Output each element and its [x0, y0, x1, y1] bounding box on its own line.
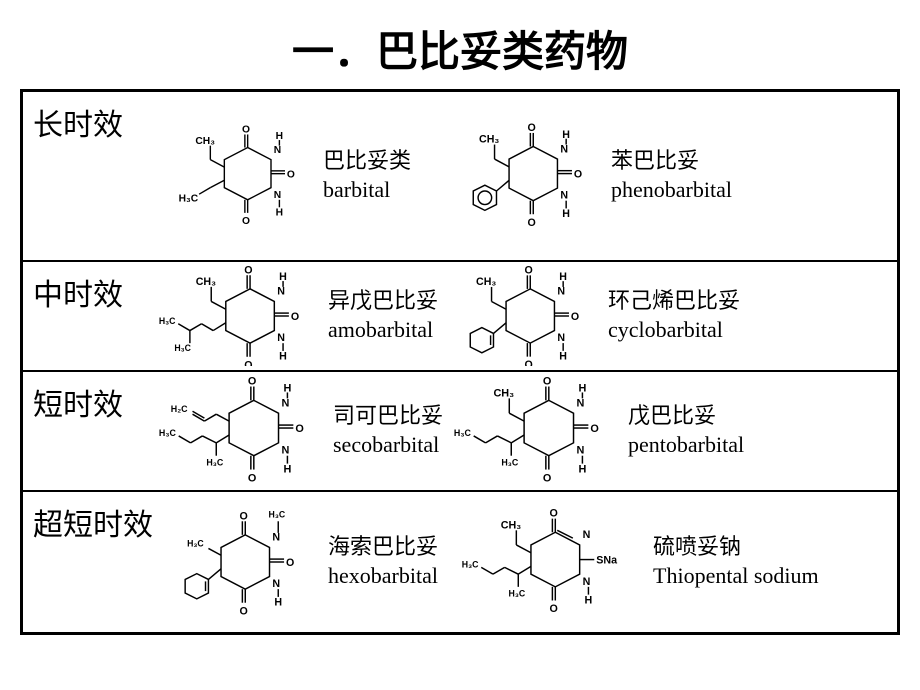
structure-thiopental [453, 502, 643, 622]
drug-phenobarbital: 苯巴比妥 phenobarbital [451, 116, 732, 236]
structure-cyclobarbital [448, 266, 598, 366]
row-label-short: 短时效 [23, 372, 163, 490]
drug-label: 异戊巴比妥 amobarbital [328, 287, 438, 344]
drug-cn: 硫喷妥钠 [653, 533, 819, 562]
drug-en: pentobarbital [628, 431, 744, 460]
drug-label: 司可巴比妥 secobarbital [333, 402, 443, 459]
table-row: 短时效 司可巴比妥 secobarbital [23, 372, 897, 492]
drug-cn: 海索巴比妥 [328, 533, 438, 562]
table-row: 超短时效 H₃C 海索巴比妥 hexobarbital [23, 492, 897, 632]
drug-cyclobarbital: 环己烯巴比妥 cyclobarbital [448, 266, 740, 366]
row-label-medium: 中时效 [23, 262, 163, 370]
drug-label: 巴比妥类 barbital [323, 147, 411, 204]
drug-secobarbital: 司可巴比妥 secobarbital [153, 376, 443, 486]
row-label-ultrashort: 超短时效 [23, 492, 163, 632]
drug-cn: 司可巴比妥 [333, 402, 443, 431]
drug-en: secobarbital [333, 431, 443, 460]
structure-pentobarbital [448, 376, 618, 486]
drug-hexobarbital: H₃C 海索巴比妥 hexobarbital [158, 502, 438, 622]
drug-table: 长时效 巴比妥类 barbital [20, 89, 900, 635]
drug-cn: 戊巴比妥 [628, 402, 744, 431]
drug-cn: 异戊巴比妥 [328, 287, 438, 316]
structure-secobarbital [153, 376, 323, 486]
table-row: 长时效 巴比妥类 barbital [23, 92, 897, 262]
drug-thiopental: 硫喷妥钠 Thiopental sodium [453, 502, 819, 622]
drug-en: amobarbital [328, 316, 438, 345]
structure-hexobarbital: H₃C [158, 502, 318, 622]
drug-label: 环己烯巴比妥 cyclobarbital [608, 287, 740, 344]
drug-label: 戊巴比妥 pentobarbital [628, 402, 744, 459]
structure-amobarbital [153, 266, 318, 366]
row-label-long: 长时效 [23, 92, 163, 260]
drug-en: phenobarbital [611, 176, 732, 205]
drug-en: Thiopental sodium [653, 562, 819, 591]
drug-pentobarbital: 戊巴比妥 pentobarbital [448, 376, 744, 486]
page-title: 一．巴比妥类药物 [0, 0, 920, 89]
drug-barbital: 巴比妥类 barbital [173, 116, 411, 236]
drug-cn: 巴比妥类 [323, 147, 411, 176]
table-row: 中时效 异戊巴比妥 amobarbital [23, 262, 897, 372]
drug-en: barbital [323, 176, 411, 205]
drug-en: hexobarbital [328, 562, 438, 591]
structure-barbital [173, 116, 313, 236]
drug-amobarbital: 异戊巴比妥 amobarbital [153, 266, 438, 366]
svg-text:H₃C: H₃C [269, 509, 286, 519]
drug-cn: 环己烯巴比妥 [608, 287, 740, 316]
drug-label: 硫喷妥钠 Thiopental sodium [653, 533, 819, 590]
drug-label: 苯巴比妥 phenobarbital [611, 147, 732, 204]
drug-label: 海索巴比妥 hexobarbital [328, 533, 438, 590]
drug-en: cyclobarbital [608, 316, 740, 345]
structure-phenobarbital [451, 116, 601, 236]
drug-cn: 苯巴比妥 [611, 147, 732, 176]
